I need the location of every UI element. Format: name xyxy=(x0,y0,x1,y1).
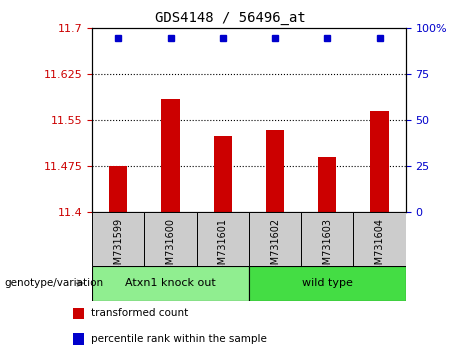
Text: GSM731599: GSM731599 xyxy=(113,218,124,277)
Bar xyxy=(266,130,284,212)
Bar xyxy=(249,212,301,266)
Bar xyxy=(72,308,84,319)
Bar xyxy=(92,266,249,301)
Bar xyxy=(92,212,144,266)
Text: GSM731601: GSM731601 xyxy=(218,218,228,277)
Bar xyxy=(318,157,337,212)
Text: genotype/variation: genotype/variation xyxy=(5,278,104,288)
Text: percentile rank within the sample: percentile rank within the sample xyxy=(91,334,267,344)
Bar xyxy=(109,166,127,212)
Bar xyxy=(213,136,232,212)
Bar xyxy=(354,212,406,266)
Text: GSM731602: GSM731602 xyxy=(270,218,280,277)
Text: GSM731600: GSM731600 xyxy=(165,218,176,277)
Bar xyxy=(249,266,406,301)
Text: GSM731603: GSM731603 xyxy=(322,218,332,277)
Bar xyxy=(197,212,249,266)
Bar xyxy=(301,212,354,266)
Text: transformed count: transformed count xyxy=(91,308,188,318)
Text: GDS4148 / 56496_at: GDS4148 / 56496_at xyxy=(155,11,306,25)
Bar xyxy=(144,212,197,266)
Text: Atxn1 knock out: Atxn1 knock out xyxy=(125,278,216,288)
Bar xyxy=(371,111,389,212)
Bar xyxy=(161,99,180,212)
Bar xyxy=(72,333,84,344)
Text: wild type: wild type xyxy=(302,278,353,288)
Text: GSM731604: GSM731604 xyxy=(374,218,384,277)
